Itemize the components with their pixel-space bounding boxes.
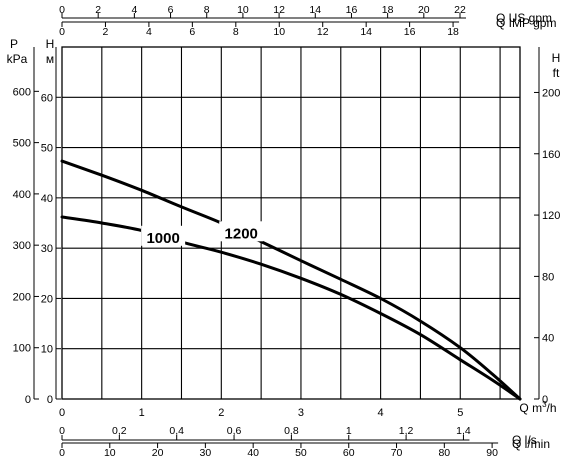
axis-label-ls: Q l/s [512, 433, 537, 447]
tick-label-ls: 1,4 [456, 425, 471, 437]
tick-label-kpa: 400 [13, 189, 31, 201]
axis-label-us-gpm: Q US gpm [496, 11, 552, 25]
tick-label-ft: 120 [542, 210, 560, 222]
tick-label-imp-gpm: 4 [146, 26, 152, 38]
tick-label-imp-gpm: 8 [233, 26, 239, 38]
axis-label-kpa-bottom: kPa [7, 52, 28, 66]
x-tick-label: 0 [59, 407, 65, 419]
y-axis-label-bottom: м [46, 52, 54, 66]
series-label-bg [141, 225, 186, 246]
tick-label-imp-gpm: 12 [317, 26, 329, 38]
y-tick-label: 20 [41, 293, 53, 305]
tick-label-ls: 1 [346, 425, 352, 437]
tick-label-us-gpm: 14 [309, 4, 321, 16]
tick-label-lmin: 80 [438, 447, 450, 459]
tick-label-us-gpm: 16 [346, 4, 358, 16]
series-label-1200: 1200 [225, 225, 258, 242]
tick-label-ls: 1,2 [399, 425, 414, 437]
tick-label-us-gpm: 2 [95, 4, 101, 16]
y-tick-label: 10 [41, 344, 53, 356]
tick-label-us-gpm: 0 [59, 4, 65, 16]
series-label-1000: 1000 [146, 230, 179, 247]
axis-label-lmin: Q l/min [512, 437, 550, 451]
tick-label-ls: 0,4 [169, 425, 184, 437]
tick-label-ft: 0 [542, 394, 548, 406]
tick-label-imp-gpm: 0 [59, 26, 65, 38]
series-curves: 1000 1200 [60, 159, 522, 401]
axis-label-imp-gpm: Q IMP gpm [496, 16, 556, 30]
tick-label-ls: 0 [59, 425, 65, 437]
y-tick-label: 30 [41, 243, 53, 255]
tick-label-imp-gpm: 14 [360, 26, 372, 38]
tick-label-ls: 0,6 [227, 425, 242, 437]
tick-label-ls: 0,2 [112, 425, 127, 437]
tick-label-lmin: 30 [200, 447, 212, 459]
tick-label-us-gpm: 12 [273, 4, 285, 16]
tick-label-ft: 80 [542, 271, 554, 283]
y-tick-label: 50 [41, 143, 53, 155]
y-tick-label: 40 [41, 193, 53, 205]
tick-label-imp-gpm: 18 [447, 26, 459, 38]
series-label-bg [219, 221, 264, 242]
tick-label-kpa: 500 [13, 138, 31, 150]
tick-label-kpa: 100 [13, 343, 31, 355]
tick-label-us-gpm: 6 [168, 4, 174, 16]
tick-label-ft: 200 [542, 87, 560, 99]
y-tick-label: 60 [41, 92, 53, 104]
tick-label-kpa: 300 [13, 240, 31, 252]
tick-label-us-gpm: 8 [204, 4, 210, 16]
tick-label-lmin: 20 [152, 447, 164, 459]
tick-label-imp-gpm: 16 [404, 26, 416, 38]
tick-label-ft: 160 [542, 149, 560, 161]
tick-label-imp-gpm: 2 [103, 26, 109, 38]
series-curve-1200 [60, 159, 522, 401]
x-tick-label: 5 [457, 407, 463, 419]
tick-label-lmin: 0 [59, 447, 65, 459]
plot-frame [61, 46, 521, 400]
x-tick-label: 1 [139, 407, 145, 419]
x-tick-label: 3 [298, 407, 304, 419]
tick-label-us-gpm: 22 [454, 4, 466, 16]
tick-label-ft: 40 [542, 333, 554, 345]
tick-label-us-gpm: 20 [418, 4, 430, 16]
x-tick-label: 4 [378, 407, 384, 419]
tick-label-ls: 0,8 [284, 425, 299, 437]
tick-label-imp-gpm: 6 [189, 26, 195, 38]
tick-label-us-gpm: 10 [237, 4, 249, 16]
tick-label-lmin: 40 [247, 447, 259, 459]
axis-label-ft-bottom: ft [553, 66, 560, 80]
tick-label-lmin: 10 [104, 447, 116, 459]
axis-label-kpa-top: P [10, 37, 18, 51]
tick-label-imp-gpm: 10 [273, 26, 285, 38]
tick-label-lmin: 50 [295, 447, 307, 459]
tick-label-us-gpm: 18 [382, 4, 394, 16]
axis-label-ft-top: H [552, 51, 561, 65]
y-axis-label-top: H [46, 37, 55, 51]
tick-label-lmin: 90 [486, 447, 498, 459]
tick-label-us-gpm: 4 [131, 4, 137, 16]
y-tick-label: 0 [47, 394, 53, 406]
tick-label-lmin: 70 [391, 447, 403, 459]
tick-label-kpa: 600 [13, 86, 31, 98]
grid-lines [61, 46, 521, 400]
series-curve-1000 [60, 215, 522, 401]
tick-label-lmin: 60 [343, 447, 355, 459]
tick-label-kpa: 200 [13, 291, 31, 303]
x-tick-label: 2 [218, 407, 224, 419]
x-axis-label: Q m3/h [519, 400, 556, 415]
tick-label-kpa: 0 [25, 394, 31, 406]
